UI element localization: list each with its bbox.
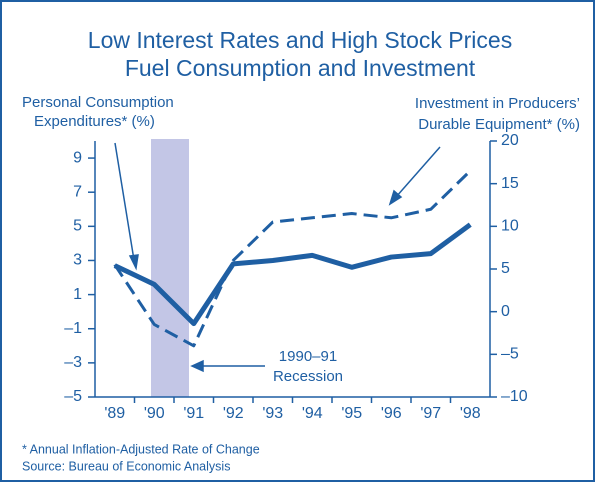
y2-tick-label: 15	[501, 175, 519, 192]
chart-title: Low Interest Rates and High Stock Prices	[88, 27, 512, 53]
y2-axis-label: Durable Equipment* (%)	[418, 116, 580, 133]
source: Source: Bureau of Economic Analysis	[22, 459, 230, 473]
x-tick-label: '96	[381, 405, 402, 422]
arrow-head	[128, 254, 139, 271]
x-tick-label: '92	[223, 405, 244, 422]
y-tick-label: 5	[73, 218, 82, 235]
y-tick-label: –1	[64, 320, 82, 337]
annotation: Recession	[273, 368, 343, 385]
y2-tick-label: –10	[501, 388, 528, 405]
x-tick-label: '97	[420, 405, 441, 422]
y2-tick-label: 0	[501, 303, 510, 320]
x-tick-label: '94	[302, 405, 323, 422]
x-tick-label: '95	[341, 405, 362, 422]
y2-tick-label: –5	[501, 346, 519, 363]
y-tick-label: 9	[73, 149, 82, 166]
arrow-head	[190, 359, 204, 373]
y2-tick-label: 10	[501, 218, 519, 235]
y-axis-label: Personal Consumption	[22, 94, 174, 111]
annotation: 1990–91	[279, 348, 337, 365]
x-tick-label: '93	[262, 405, 283, 422]
arrow-head	[388, 189, 403, 206]
y-axis-label: Expenditures* (%)	[34, 113, 155, 130]
y-tick-label: 3	[73, 252, 82, 269]
x-tick-label: '98	[460, 405, 481, 422]
arrows	[114, 142, 441, 373]
y-tick-label: –5	[64, 388, 82, 405]
footnote: * Annual Inflation-Adjusted Rate of Chan…	[22, 442, 260, 456]
recession-shade	[151, 139, 189, 397]
x-tick-label: '91	[183, 405, 204, 422]
line-series	[113, 169, 472, 348]
y2-axis-label: Investment in Producers’	[415, 95, 580, 112]
y-tick-label: 1	[73, 286, 82, 303]
chart-title: Fuel Consumption and Investment	[125, 55, 476, 81]
arrow	[114, 142, 135, 261]
y2-tick-label: 5	[501, 260, 510, 277]
y-tick-label: –3	[64, 354, 82, 371]
y2-tick-label: 20	[501, 132, 519, 149]
arrow	[395, 146, 441, 198]
x-tick-label: '90	[144, 405, 165, 422]
line-series	[113, 222, 472, 327]
y-tick-label: 7	[73, 183, 82, 200]
x-tick-label: '89	[104, 405, 125, 422]
